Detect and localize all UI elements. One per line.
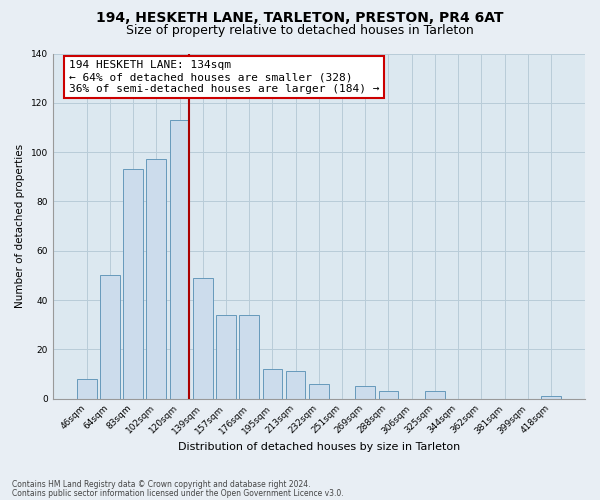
- Bar: [355, 386, 375, 398]
- Bar: [77, 379, 97, 398]
- Bar: [263, 369, 282, 398]
- Bar: [425, 391, 445, 398]
- Bar: [239, 315, 259, 398]
- Text: 194, HESKETH LANE, TARLETON, PRESTON, PR4 6AT: 194, HESKETH LANE, TARLETON, PRESTON, PR…: [96, 11, 504, 25]
- Text: Contains HM Land Registry data © Crown copyright and database right 2024.: Contains HM Land Registry data © Crown c…: [12, 480, 311, 489]
- Bar: [216, 315, 236, 398]
- Bar: [286, 372, 305, 398]
- Bar: [100, 276, 120, 398]
- Text: 194 HESKETH LANE: 134sqm
← 64% of detached houses are smaller (328)
36% of semi-: 194 HESKETH LANE: 134sqm ← 64% of detach…: [68, 60, 379, 94]
- Bar: [123, 170, 143, 398]
- Bar: [309, 384, 329, 398]
- Bar: [193, 278, 212, 398]
- Bar: [170, 120, 190, 398]
- Bar: [541, 396, 561, 398]
- Bar: [379, 391, 398, 398]
- Text: Size of property relative to detached houses in Tarleton: Size of property relative to detached ho…: [126, 24, 474, 37]
- Text: Contains public sector information licensed under the Open Government Licence v3: Contains public sector information licen…: [12, 488, 344, 498]
- X-axis label: Distribution of detached houses by size in Tarleton: Distribution of detached houses by size …: [178, 442, 460, 452]
- Y-axis label: Number of detached properties: Number of detached properties: [15, 144, 25, 308]
- Bar: [146, 160, 166, 398]
